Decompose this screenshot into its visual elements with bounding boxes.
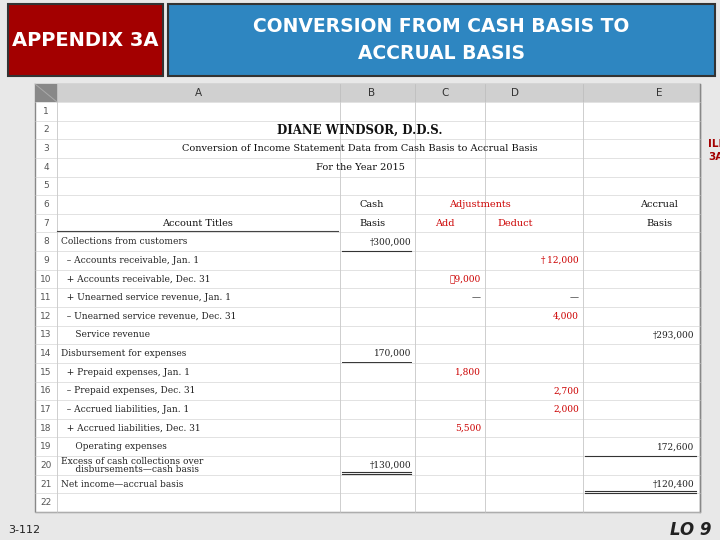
Text: CONVERSION FROM CASH BASIS TO
ACCRUAL BASIS: CONVERSION FROM CASH BASIS TO ACCRUAL BA…: [253, 17, 630, 63]
Text: ‧9,000: ‧9,000: [450, 274, 481, 284]
Text: E: E: [656, 88, 662, 98]
Text: Excess of cash collections over: Excess of cash collections over: [61, 457, 203, 466]
Text: Basis: Basis: [359, 219, 385, 228]
Text: – Prepaid expenses, Dec. 31: – Prepaid expenses, Dec. 31: [61, 386, 195, 395]
Text: Deduct: Deduct: [498, 219, 533, 228]
Text: 17: 17: [40, 405, 52, 414]
Text: Collections from customers: Collections from customers: [61, 237, 187, 246]
Text: 14: 14: [40, 349, 52, 358]
Text: 5: 5: [43, 181, 49, 191]
Text: 18: 18: [40, 424, 52, 433]
Text: —: —: [570, 293, 579, 302]
Text: 7: 7: [43, 219, 49, 228]
Text: 3-112: 3-112: [8, 525, 40, 535]
Text: Add: Add: [436, 219, 455, 228]
Text: LO 9: LO 9: [670, 521, 712, 539]
Text: 172,600: 172,600: [657, 442, 694, 451]
Text: For the Year 2015: For the Year 2015: [315, 163, 405, 172]
Text: 21: 21: [40, 480, 52, 489]
Text: 19: 19: [40, 442, 52, 451]
Text: Account Titles: Account Titles: [163, 219, 233, 228]
Text: 3: 3: [43, 144, 49, 153]
Text: 16: 16: [40, 386, 52, 395]
FancyBboxPatch shape: [35, 84, 700, 102]
Text: Conversion of Income Statement Data from Cash Basis to Accrual Basis: Conversion of Income Statement Data from…: [182, 144, 538, 153]
Text: Operating expenses: Operating expenses: [61, 442, 167, 451]
Text: †130,000: †130,000: [369, 461, 411, 470]
Text: – Accrued liabilities, Jan. 1: – Accrued liabilities, Jan. 1: [61, 405, 189, 414]
Text: 9: 9: [43, 256, 49, 265]
Text: Basis: Basis: [646, 219, 672, 228]
Text: † 12,000: † 12,000: [541, 256, 579, 265]
Text: †120,400: †120,400: [652, 480, 694, 489]
Text: Disbursement for expenses: Disbursement for expenses: [61, 349, 186, 358]
Text: + Prepaid expenses, Jan. 1: + Prepaid expenses, Jan. 1: [61, 368, 190, 377]
Text: D: D: [511, 88, 519, 98]
Text: 15: 15: [40, 368, 52, 377]
Text: Accrual: Accrual: [640, 200, 678, 209]
FancyBboxPatch shape: [35, 84, 700, 512]
Text: 6: 6: [43, 200, 49, 209]
Text: †300,000: †300,000: [369, 237, 411, 246]
Text: – Accounts receivable, Jan. 1: – Accounts receivable, Jan. 1: [61, 256, 199, 265]
Text: 2: 2: [43, 125, 49, 134]
Text: 12: 12: [40, 312, 52, 321]
Text: Service revenue: Service revenue: [61, 330, 150, 340]
Text: 4: 4: [43, 163, 49, 172]
Text: A: A: [194, 88, 202, 98]
Text: —: —: [472, 293, 481, 302]
Text: Net income—accrual basis: Net income—accrual basis: [61, 480, 184, 489]
Text: 2,000: 2,000: [553, 405, 579, 414]
Text: 1,800: 1,800: [455, 368, 481, 377]
Text: Adjustments: Adjustments: [449, 200, 511, 209]
FancyBboxPatch shape: [35, 84, 57, 102]
Text: 4,000: 4,000: [553, 312, 579, 321]
Text: 2,700: 2,700: [553, 386, 579, 395]
Text: DIANE WINDSOR, D.D.S.: DIANE WINDSOR, D.D.S.: [277, 124, 443, 137]
Text: C: C: [441, 88, 449, 98]
Text: Cash: Cash: [360, 200, 384, 209]
Text: 11: 11: [40, 293, 52, 302]
FancyBboxPatch shape: [168, 4, 715, 76]
Text: 20: 20: [40, 461, 52, 470]
Text: + Accrued liabilities, Dec. 31: + Accrued liabilities, Dec. 31: [61, 424, 201, 433]
FancyBboxPatch shape: [8, 4, 163, 76]
Text: †293,000: †293,000: [652, 330, 694, 340]
Text: 170,000: 170,000: [374, 349, 411, 358]
Text: 13: 13: [40, 330, 52, 340]
Text: + Unearned service revenue, Jan. 1: + Unearned service revenue, Jan. 1: [61, 293, 231, 302]
Text: B: B: [369, 88, 376, 98]
Text: 1: 1: [43, 107, 49, 116]
Text: 22: 22: [40, 498, 52, 507]
Text: 10: 10: [40, 274, 52, 284]
Text: disbursements—cash basis: disbursements—cash basis: [61, 465, 199, 474]
Text: APPENDIX 3A: APPENDIX 3A: [12, 30, 158, 50]
Text: ILLUSTRATION
3A-12: ILLUSTRATION 3A-12: [708, 139, 720, 162]
Text: + Accounts receivable, Dec. 31: + Accounts receivable, Dec. 31: [61, 274, 210, 284]
Text: 5,500: 5,500: [455, 424, 481, 433]
Text: 8: 8: [43, 237, 49, 246]
Text: – Unearned service revenue, Dec. 31: – Unearned service revenue, Dec. 31: [61, 312, 236, 321]
